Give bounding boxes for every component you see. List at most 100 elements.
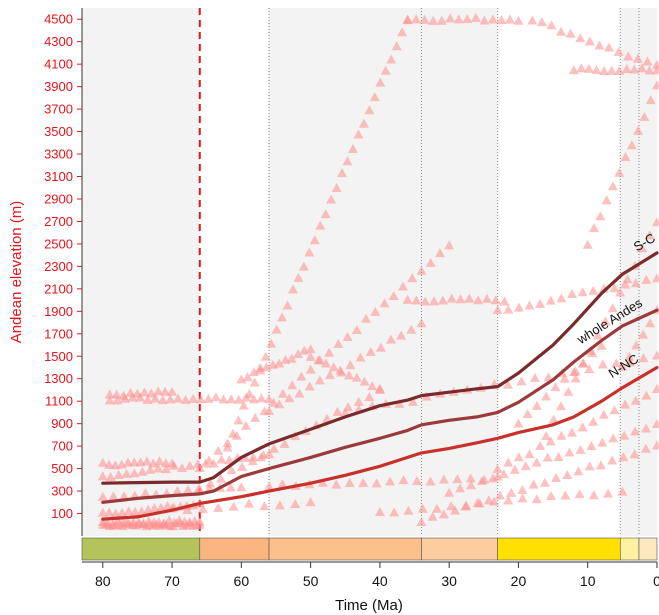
scatter-point (287, 380, 298, 390)
scatter-point (411, 14, 422, 24)
scatter-point (420, 296, 431, 306)
scatter-point (172, 485, 183, 495)
scatter-point (108, 491, 119, 501)
scatter-point (210, 392, 221, 402)
scatter-point (570, 373, 581, 383)
scatter-point (324, 347, 335, 357)
scatter-point (385, 334, 396, 344)
scatter-point (520, 461, 531, 471)
scatter-point (619, 430, 630, 440)
scatter-point (227, 428, 238, 438)
scatter-point (266, 338, 277, 348)
scatter-point (621, 64, 632, 74)
scatter-point (397, 27, 408, 37)
scatter-point (165, 394, 176, 404)
scatter-point (380, 65, 391, 75)
background-bands (82, 8, 657, 536)
scatter-point (502, 379, 513, 389)
scatter-point (411, 475, 422, 485)
scatter-point (452, 474, 463, 484)
scatter-point (550, 382, 561, 392)
scatter-point (535, 298, 546, 308)
scatter-point (286, 353, 297, 363)
scatter-point (416, 318, 427, 328)
scatter-point (644, 65, 655, 75)
scatter-point (611, 358, 622, 368)
scatter-point (240, 452, 251, 462)
scatter-point (577, 287, 588, 297)
scatter-point (406, 324, 417, 334)
scatter-point (260, 351, 271, 361)
scatter-point (157, 395, 168, 405)
scatter-point (358, 118, 369, 128)
scatter-point (402, 14, 413, 24)
scatter-point (274, 399, 285, 409)
y-tick-label: 1700 (44, 326, 73, 341)
scatter-point (446, 293, 457, 303)
x-tick-label: 80 (95, 573, 111, 589)
scatter-point (545, 436, 556, 446)
scatter-point (364, 105, 375, 115)
scatter-point (277, 312, 288, 322)
scatter-point (290, 498, 301, 508)
scatter-point (595, 211, 606, 221)
scatter-point (145, 464, 156, 474)
y-tick-label: 2700 (44, 214, 73, 229)
scatter-point (622, 274, 633, 284)
scatter-point (633, 125, 644, 135)
scatter-point (107, 518, 118, 528)
scatter-point (642, 56, 653, 66)
scatter-point (455, 294, 466, 304)
y-tick-label: 1100 (45, 394, 73, 409)
scatter-point (389, 507, 400, 517)
scatter-point (555, 401, 566, 411)
scatter-point (105, 472, 116, 482)
scatter-point (118, 390, 129, 400)
scatter-point (161, 464, 172, 474)
scatter-point (364, 392, 375, 402)
scatter-point (487, 14, 498, 24)
scatter-point (111, 389, 122, 399)
scatter-point (629, 64, 640, 74)
x-tick-label: 50 (303, 573, 319, 589)
scatter-point (542, 452, 553, 462)
scatter-point (293, 349, 304, 359)
scatter-point (629, 449, 640, 459)
scatter-point (598, 409, 609, 419)
scatter-point (535, 441, 546, 451)
scatter-point (620, 151, 631, 161)
scatter-point (335, 365, 346, 375)
scatter-point (583, 63, 594, 73)
scatter-point (305, 344, 316, 354)
scatter-point (530, 372, 541, 382)
scatter-point (226, 394, 237, 404)
scatter-point (153, 463, 164, 473)
scatter-point (595, 460, 606, 470)
scatter-point (417, 503, 428, 513)
scatter-point (464, 293, 475, 303)
scatter-point (479, 474, 490, 484)
x-tick-label: 0 (653, 573, 659, 589)
epoch-bar-segment-5 (619, 537, 640, 561)
scatter-point (358, 477, 369, 487)
scatter-point (274, 500, 285, 510)
scatter-point (503, 457, 514, 467)
scatter-point (416, 265, 427, 275)
scatter-point (375, 77, 386, 87)
scatter-point (216, 454, 227, 464)
scatter-point (379, 298, 390, 308)
scatter-point (244, 498, 255, 508)
scatter-point (176, 462, 187, 472)
scatter-point (488, 496, 499, 506)
epoch-bar-segment-0 (81, 537, 201, 561)
scatter-point (313, 355, 324, 365)
scatter-point (293, 272, 304, 282)
scatter-point (233, 394, 244, 404)
scatter-point (402, 294, 413, 304)
epoch-bar-segment-4 (497, 537, 621, 561)
scatter-point (624, 351, 635, 361)
scatter-point (609, 283, 620, 293)
scatter-point (613, 46, 624, 56)
scatter-point (513, 302, 524, 312)
series-lines (101, 251, 659, 521)
